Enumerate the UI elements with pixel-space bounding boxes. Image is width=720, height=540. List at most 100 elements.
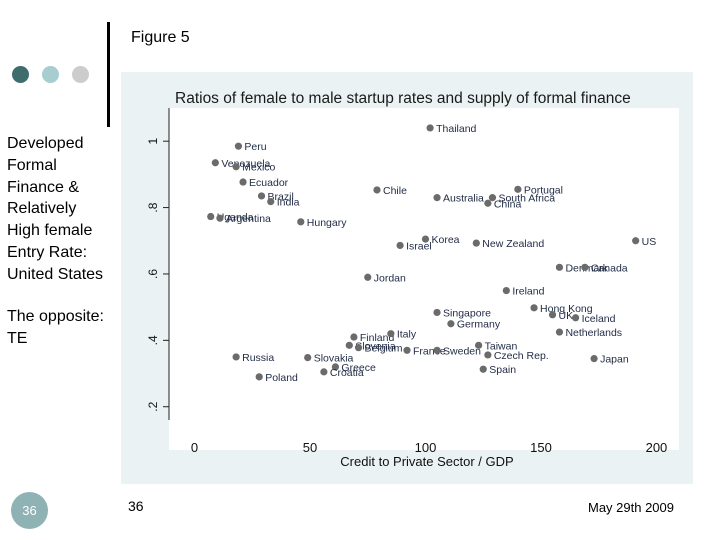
data-point (433, 308, 441, 317)
point-label: Singapore (443, 307, 491, 319)
point-label: Russia (242, 352, 274, 364)
data-point (548, 311, 557, 319)
point-label: Chile (383, 185, 407, 197)
x-tick-label: 150 (530, 440, 552, 455)
x-tick-label: 0 (191, 440, 198, 455)
decor-dot-light (72, 66, 89, 83)
data-point (590, 354, 598, 363)
data-point (373, 186, 381, 194)
point-label: Japan (600, 354, 629, 366)
point-label: Sweden (443, 345, 481, 357)
data-point (211, 159, 219, 167)
data-point (255, 373, 263, 381)
title-divider (107, 22, 110, 127)
y-tick-label: .6 (146, 269, 160, 279)
data-point (488, 194, 497, 202)
point-label: Argentina (226, 213, 271, 225)
data-point (267, 198, 275, 206)
data-point (426, 124, 434, 132)
data-point (232, 353, 240, 361)
point-label: Thailand (436, 123, 476, 135)
point-label: Slovenia (355, 340, 395, 352)
point-label: Portugal (524, 184, 563, 196)
footer-page-number: 36 (128, 498, 144, 514)
point-label: Germany (457, 319, 501, 331)
data-point (345, 341, 353, 349)
point-label: China (494, 198, 522, 210)
point-label: US (642, 236, 657, 248)
data-point (433, 194, 441, 202)
point-label: Jordan (374, 272, 406, 284)
data-point (403, 346, 411, 354)
point-label: Hungary (307, 217, 347, 229)
point-label: Poland (265, 372, 298, 384)
data-point (514, 185, 522, 193)
point-label: Netherlands (565, 327, 622, 339)
point-label: UK (559, 310, 574, 322)
point-label: New Zealand (482, 238, 544, 250)
decor-dot-dark (12, 66, 29, 83)
data-point (232, 163, 240, 171)
side-note-developed: Developed Formal Finance & Relatively Hi… (7, 135, 104, 283)
data-points: ThailandPeruVenezuelaMexicoEcuadorBrazil… (207, 123, 656, 384)
data-point (354, 344, 363, 352)
data-point (257, 192, 266, 200)
y-tick-label: .4 (146, 335, 160, 345)
point-label: Korea (432, 234, 460, 246)
data-point (530, 304, 538, 312)
figure-title: Figure 5 (131, 29, 190, 46)
scatter-chart: Ratios of female to male startup rates a… (121, 72, 693, 484)
point-label: Iceland (582, 313, 616, 325)
slide-number-badge: 36 (11, 492, 48, 529)
data-point (479, 365, 487, 373)
y-tick-label: .2 (146, 401, 160, 411)
data-point (581, 263, 589, 271)
side-note-opposite: The opposite: TE (7, 308, 104, 347)
chart-title: Ratios of female to male startup rates a… (175, 90, 631, 107)
x-tick-label: 100 (415, 440, 437, 455)
data-point (304, 354, 312, 362)
point-label: India (277, 197, 300, 209)
point-label: Italy (397, 329, 417, 341)
data-point (555, 328, 564, 336)
x-ticks: 0 50 100 150 200 (191, 440, 667, 455)
x-tick-label: 200 (646, 440, 668, 455)
point-label: Brazil (268, 191, 294, 203)
y-tick-label: .8 (146, 202, 160, 212)
footer-date: May 29th 2009 (587, 500, 674, 515)
point-label: South Africa (498, 193, 555, 205)
point-label: Mexico (242, 162, 275, 174)
data-point (364, 273, 372, 281)
data-point (433, 346, 441, 354)
point-label: Taiwan (485, 340, 518, 352)
point-label: Ireland (512, 286, 544, 298)
data-point (572, 314, 580, 322)
point-label: Uganda (217, 212, 254, 224)
point-label: Slovakia (314, 353, 354, 365)
y-tick-label: 1 (146, 138, 160, 145)
point-label: Israel (406, 240, 432, 252)
point-label: Finland (360, 332, 395, 344)
point-label: Ecuador (249, 177, 289, 189)
point-label: Canada (591, 262, 628, 274)
x-tick-label: 50 (303, 440, 317, 455)
data-point (396, 241, 404, 250)
data-point (216, 214, 224, 222)
data-point (234, 142, 243, 150)
data-point (632, 237, 640, 245)
x-axis-label: Credit to Private Sector / GDP (340, 454, 513, 469)
data-point (350, 333, 358, 341)
point-label: Czech Rep. (494, 350, 549, 362)
data-point (207, 212, 215, 221)
point-label: Spain (489, 364, 516, 376)
data-point (475, 341, 483, 349)
data-point (502, 286, 510, 295)
data-point (484, 199, 492, 207)
data-point (331, 363, 340, 371)
data-point (447, 320, 455, 328)
data-point (555, 263, 564, 271)
point-label: France (413, 345, 446, 357)
decor-dot-mid (42, 66, 59, 83)
data-point (320, 368, 328, 376)
data-point (387, 330, 395, 338)
